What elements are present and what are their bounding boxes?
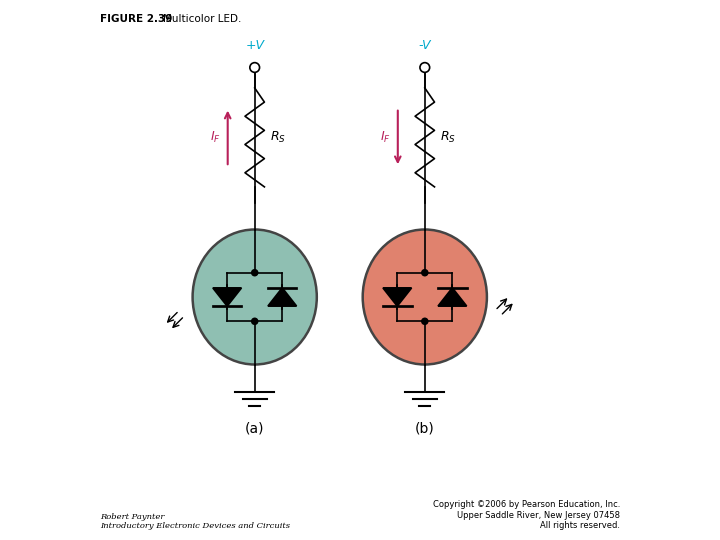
Text: $I_F$: $I_F$ [210, 130, 221, 145]
Circle shape [251, 318, 258, 325]
Polygon shape [268, 288, 297, 306]
Text: $R_S$: $R_S$ [270, 130, 286, 145]
Ellipse shape [363, 230, 487, 364]
Text: $I_F$: $I_F$ [380, 130, 392, 145]
Text: Robert Paynter
Introductory Electronic Devices and Circuits: Robert Paynter Introductory Electronic D… [99, 513, 289, 530]
Polygon shape [383, 288, 412, 306]
Text: Multicolor LED.: Multicolor LED. [163, 14, 241, 24]
Text: (a): (a) [245, 421, 264, 435]
Circle shape [421, 318, 428, 325]
Circle shape [250, 63, 260, 72]
Polygon shape [438, 288, 467, 306]
Text: $R_S$: $R_S$ [440, 130, 456, 145]
Circle shape [251, 269, 258, 276]
Text: FIGURE 2.39: FIGURE 2.39 [99, 14, 172, 24]
Text: Copyright ©2006 by Pearson Education, Inc.
Upper Saddle River, New Jersey 07458
: Copyright ©2006 by Pearson Education, In… [433, 501, 621, 530]
Text: (b): (b) [415, 421, 435, 435]
Text: +V: +V [246, 39, 264, 52]
Ellipse shape [193, 230, 317, 364]
Text: -V: -V [418, 39, 431, 52]
Polygon shape [213, 288, 241, 306]
Circle shape [420, 63, 430, 72]
Circle shape [421, 269, 428, 276]
